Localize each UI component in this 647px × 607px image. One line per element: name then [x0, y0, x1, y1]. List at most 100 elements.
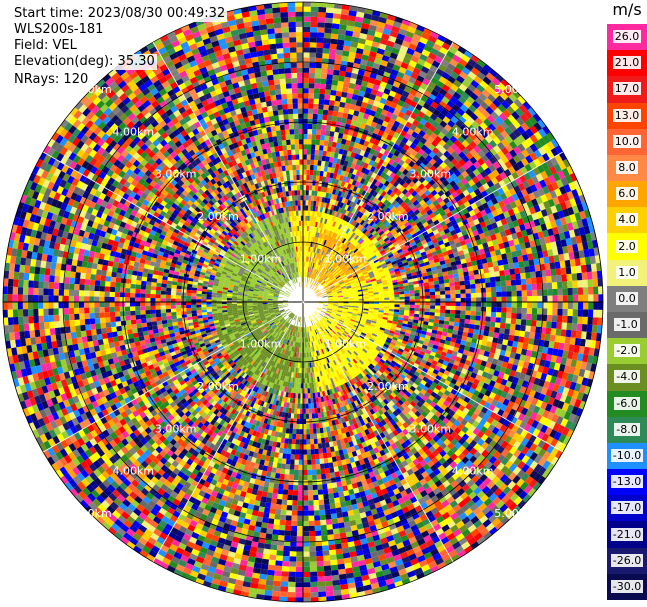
velocity-gate: [286, 93, 293, 99]
velocity-gate: [394, 296, 400, 300]
velocity-gate: [569, 172, 578, 182]
velocity-gate: [408, 287, 415, 291]
velocity-gate: [398, 166, 406, 173]
velocity-gate: [399, 216, 406, 222]
velocity-gate: [295, 200, 298, 206]
velocity-gate: [466, 216, 473, 224]
velocity-gate: [482, 242, 489, 249]
velocity-gate: [339, 19, 348, 26]
velocity-gate: [360, 240, 366, 246]
velocity-gate: [450, 158, 459, 166]
velocity-gate: [427, 105, 436, 114]
velocity-gate: [350, 283, 357, 287]
velocity-gate: [549, 262, 556, 270]
velocity-gate: [363, 295, 369, 298]
velocity-gate: [471, 176, 480, 184]
velocity-gate: [487, 261, 494, 268]
velocity-gate: [549, 190, 558, 199]
velocity-gate: [476, 105, 486, 114]
velocity-gate: [504, 228, 512, 236]
velocity-gate: [480, 170, 488, 178]
velocity-gate: [342, 251, 348, 257]
velocity-gate: [439, 168, 447, 176]
velocity-gate: [448, 108, 457, 116]
velocity-gate: [564, 215, 572, 224]
velocity-gate: [498, 112, 508, 122]
velocity-gate: [342, 290, 348, 293]
velocity-gate: [288, 27, 296, 33]
velocity-gate: [472, 229, 479, 237]
velocity-gate: [348, 257, 354, 263]
velocity-gate: [490, 90, 500, 99]
velocity-gate: [348, 296, 354, 299]
velocity-gate: [271, 105, 278, 111]
velocity-gate: [353, 248, 359, 254]
velocity-gate: [322, 296, 328, 298]
velocity-gate: [281, 140, 287, 146]
velocity-gate: [306, 159, 311, 165]
velocity-gate: [274, 27, 282, 34]
velocity-gate: [315, 134, 321, 140]
velocity-gate: [476, 173, 484, 181]
velocity-gate: [360, 234, 366, 240]
velocity-gate: [336, 85, 343, 92]
velocity-gate: [284, 160, 289, 166]
velocity-gate: [331, 278, 337, 282]
velocity-gate: [456, 231, 463, 238]
velocity-gate: [282, 42, 290, 49]
velocity-gate: [295, 6, 303, 12]
velocity-gate: [284, 68, 291, 74]
velocity-gate: [447, 161, 455, 170]
velocity-gate: [289, 47, 297, 53]
velocity-gate: [418, 259, 424, 265]
velocity-gate: [427, 186, 435, 193]
velocity-gate: [425, 169, 433, 176]
velocity-gate: [432, 273, 439, 278]
velocity-gate: [304, 246, 306, 252]
velocity-gate: [439, 260, 446, 266]
velocity-gate: [358, 212, 364, 219]
velocity-gate: [477, 157, 485, 166]
velocity-gate: [310, 21, 318, 28]
velocity-gate: [360, 249, 367, 254]
velocity-gate: [379, 273, 386, 277]
velocity-gate: [337, 269, 343, 274]
velocity-gate: [320, 78, 327, 85]
velocity-gate: [445, 298, 451, 302]
velocity-gate: [392, 174, 400, 181]
velocity-gate: [392, 263, 398, 268]
velocity-gate: [287, 2, 296, 7]
velocity-gate: [473, 75, 483, 85]
velocity-gate: [580, 264, 587, 273]
velocity-gate: [464, 280, 471, 285]
velocity-gate: [303, 52, 310, 58]
velocity-gate: [362, 228, 368, 234]
velocity-gate: [425, 237, 432, 243]
velocity-gate: [339, 263, 345, 269]
velocity-gate: [327, 281, 333, 285]
velocity-gate: [296, 67, 303, 73]
velocity-gate: [379, 249, 386, 255]
velocity-gate: [279, 6, 288, 13]
velocity-gate: [336, 289, 342, 292]
velocity-gate: [488, 131, 497, 140]
velocity-gate: [470, 288, 476, 294]
velocity-gate: [440, 298, 446, 302]
velocity-gate: [338, 297, 344, 300]
velocity-gate: [521, 149, 530, 158]
velocity-gate: [555, 203, 563, 212]
velocity-gate: [394, 299, 400, 302]
velocity-gate: [436, 124, 444, 132]
velocity-gate: [540, 223, 548, 232]
velocity-gate: [283, 47, 290, 54]
velocity-gate: [562, 288, 568, 296]
velocity-gate: [370, 276, 376, 280]
velocity-gate: [401, 162, 409, 169]
velocity-gate: [577, 287, 584, 295]
velocity-gate: [457, 135, 466, 144]
velocity-gate: [303, 26, 311, 33]
velocity-gate: [398, 266, 405, 271]
velocity-gate: [481, 109, 491, 119]
velocity-gate: [329, 267, 334, 272]
velocity-gate: [545, 242, 553, 251]
